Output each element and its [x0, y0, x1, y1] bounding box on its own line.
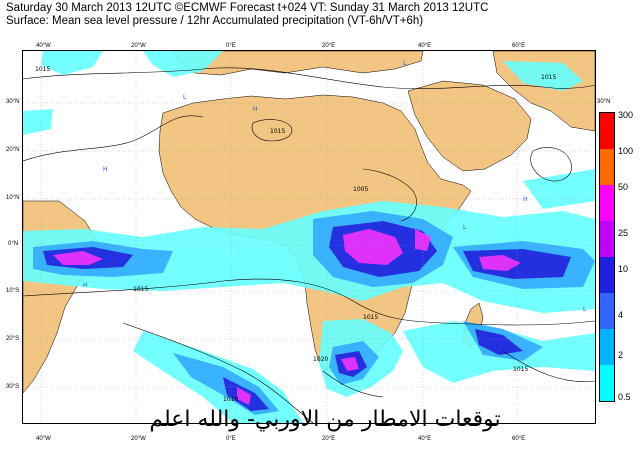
colorbar-segment-25 [600, 221, 614, 257]
isobar-label: 1015 [541, 74, 556, 81]
lon-label-bottom: 0°E [226, 436, 236, 442]
pressure-mark: H [523, 196, 528, 203]
colorbar-label: 300 [618, 110, 634, 120]
lon-label-bottom: 40°E [418, 436, 432, 442]
header-subtitle-line: Surface: Mean sea level pressure / 12hr … [6, 15, 424, 27]
colorbar-segment-50 [600, 185, 614, 221]
isobar-label: 1015 [513, 366, 528, 373]
colorbar-label: 100 [618, 146, 634, 156]
isobar-label: 1005 [353, 186, 368, 193]
colorbar-label: 4 [618, 310, 624, 320]
lat-label-left: 30°S [6, 384, 20, 390]
pressure-mark: L [583, 306, 587, 313]
lat-label-left: 10°N [6, 195, 20, 201]
colorbar-label: 2 [618, 350, 624, 360]
map-header: Saturday 30 March 2013 12UTC ©ECMWF Fore… [6, 2, 606, 28]
lon-label-bottom: 40°W [36, 436, 51, 442]
colorbar-segment-2 [600, 329, 614, 365]
isobars [23, 67, 595, 423]
lat-label-right: 30°N [597, 99, 611, 105]
colorbar-segment-300 [600, 113, 614, 149]
precipitation-colorbar [599, 112, 615, 402]
lon-label-bottom: 60°E [512, 436, 526, 442]
pressure-mark: L [463, 224, 467, 231]
lon-label-top: 60°E [512, 43, 526, 49]
arabia-land [407, 80, 532, 172]
isobar-label: 1020 [313, 356, 328, 363]
colorbar-label: 50 [618, 182, 629, 192]
lon-label-bottom: 20°E [322, 436, 336, 442]
colorbar-segment-0.5 [600, 365, 614, 401]
lat-label-left: 20°S [6, 336, 20, 342]
isobar-label: 1015 [363, 314, 378, 321]
pressure-mark: H [253, 106, 258, 113]
isobar-label: 1015 [270, 128, 285, 135]
lon-label-top: 0°E [226, 43, 236, 49]
colorbar-label: 0.5 [618, 392, 631, 402]
colorbar-segment-4 [600, 293, 614, 329]
pressure-mark: H [83, 282, 88, 289]
pressure-mark: L [183, 94, 187, 101]
pressure-mark: L [403, 60, 407, 67]
isobar-label: 1015 [35, 66, 50, 73]
lon-label-top: 40°W [36, 43, 51, 49]
isobar-labels: 1015 1005 1015 1015 1015 1015 1020 1010 … [35, 66, 556, 403]
header-title-line: Saturday 30 March 2013 12UTC ©ECMWF Fore… [6, 2, 489, 14]
isobar-label: 1010 [223, 396, 238, 403]
lat-label-left: 10°S [6, 288, 20, 294]
lon-label-bottom: 20°W [131, 436, 146, 442]
forecast-map: 1015 1005 1015 1015 1015 1015 1020 1010 … [22, 50, 596, 424]
map-svg: 1015 1005 1015 1015 1015 1015 1020 1010 … [23, 51, 595, 423]
pressure-mark: H [103, 166, 108, 173]
graticule [23, 51, 595, 423]
isobar-label: 1015 [133, 286, 148, 293]
lon-label-top: 40°E [418, 43, 432, 49]
colorbar-segment-100 [600, 149, 614, 185]
lat-label-left: 0°N [8, 241, 19, 247]
colorbar-label: 25 [618, 228, 629, 238]
precipitation-extreme [53, 229, 521, 405]
pressure-marks: H L H L L H H L [83, 60, 587, 313]
lat-label-left: 30°N [6, 99, 20, 105]
lat-label-left: 20°N [6, 147, 20, 153]
lon-label-top: 20°W [131, 43, 146, 49]
arabic-caption: توقعات الامطار من الاوربي- والله اعلم [149, 407, 501, 432]
colorbar-label: 10 [618, 264, 629, 274]
colorbar-segment-10 [600, 257, 614, 293]
lon-label-top: 20°E [322, 43, 336, 49]
